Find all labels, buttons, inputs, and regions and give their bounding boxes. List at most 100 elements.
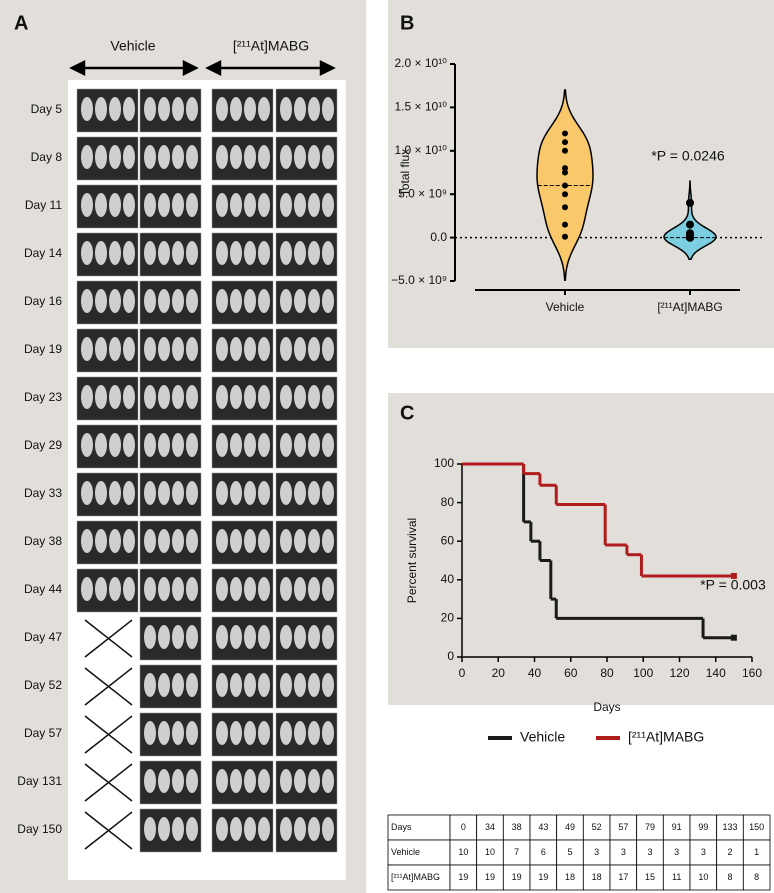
table-text: 79 xyxy=(645,822,655,832)
point xyxy=(562,233,568,240)
mouse xyxy=(81,97,93,121)
mouse xyxy=(322,145,334,169)
mouse xyxy=(95,97,107,121)
mouse xyxy=(144,481,156,505)
table-text: [²¹¹At]MABG xyxy=(391,872,440,882)
mouse xyxy=(186,241,198,265)
mouse xyxy=(230,289,242,313)
table-text: 3 xyxy=(701,847,706,857)
mouse xyxy=(230,769,242,793)
mouse xyxy=(144,289,156,313)
mouse xyxy=(258,673,270,697)
mouse xyxy=(216,385,228,409)
day-label: Day 150 xyxy=(17,822,62,836)
mouse xyxy=(158,97,170,121)
point xyxy=(686,198,694,207)
day-label: Day 14 xyxy=(24,246,62,260)
mouse xyxy=(280,289,292,313)
mouse xyxy=(172,817,184,841)
table-cell xyxy=(716,839,744,866)
mouse xyxy=(294,625,306,649)
x-tick-label: [²¹¹At]MABG xyxy=(657,300,722,314)
mouse xyxy=(230,577,242,601)
mouse xyxy=(172,673,184,697)
mouse xyxy=(123,433,135,457)
mouse xyxy=(230,721,242,745)
x-tick-label: 120 xyxy=(669,666,689,680)
mouse xyxy=(308,289,320,313)
mouse xyxy=(95,337,107,361)
mouse xyxy=(81,433,93,457)
mouse xyxy=(158,193,170,217)
cross xyxy=(84,763,133,802)
point xyxy=(562,204,568,211)
mouse xyxy=(144,769,156,793)
mouse xyxy=(308,673,320,697)
mouse xyxy=(216,337,228,361)
x-tick-label: Vehicle xyxy=(546,300,585,314)
mouse xyxy=(81,529,93,553)
table-cell xyxy=(662,864,691,891)
table-text: 49 xyxy=(565,822,575,832)
cross xyxy=(84,811,133,850)
y-tick-label: 2.0 × 10¹⁰ xyxy=(394,56,447,70)
table-text: 19 xyxy=(538,872,548,882)
mouse xyxy=(81,193,93,217)
mouse xyxy=(95,529,107,553)
mouse xyxy=(308,481,320,505)
mouse xyxy=(258,145,270,169)
panel-label: C xyxy=(400,402,414,424)
group-label: [²¹¹At]MABG xyxy=(233,38,309,54)
mouse xyxy=(216,817,228,841)
mouse xyxy=(280,625,292,649)
table-text: Vehicle xyxy=(391,847,420,857)
mouse xyxy=(322,721,334,745)
table-text: 10 xyxy=(485,847,495,857)
mouse xyxy=(308,97,320,121)
mouse xyxy=(244,289,256,313)
day-label: Day 44 xyxy=(24,582,62,596)
group-label: Vehicle xyxy=(110,38,155,54)
mouse xyxy=(158,289,170,313)
mouse xyxy=(81,241,93,265)
y-axis-label: Total flux xyxy=(398,149,412,196)
mouse xyxy=(158,721,170,745)
mouse xyxy=(158,145,170,169)
mouse xyxy=(322,481,334,505)
legend-label: [²¹¹At]MABG xyxy=(628,729,704,745)
y-tick-label: −5.0 × 10⁹ xyxy=(391,273,447,287)
mouse xyxy=(294,529,306,553)
y-tick-label: 0 xyxy=(447,649,454,663)
point xyxy=(686,220,694,229)
mouse xyxy=(294,433,306,457)
mouse xyxy=(186,481,198,505)
table-text: 19 xyxy=(458,872,468,882)
table-cell xyxy=(582,839,611,866)
table-text: 150 xyxy=(749,822,764,832)
mouse xyxy=(144,385,156,409)
mouse xyxy=(95,289,107,313)
mouse xyxy=(280,577,292,601)
table-text: 38 xyxy=(512,822,522,832)
mouse xyxy=(280,817,292,841)
x-tick-label: 80 xyxy=(600,666,614,680)
mouse xyxy=(244,529,256,553)
table-text: 18 xyxy=(565,872,575,882)
mouse xyxy=(123,529,135,553)
mouse xyxy=(172,577,184,601)
mouse xyxy=(294,337,306,361)
mouse xyxy=(144,433,156,457)
mouse xyxy=(123,337,135,361)
mouse xyxy=(308,529,320,553)
mouse xyxy=(186,337,198,361)
mouse xyxy=(322,385,334,409)
mouse xyxy=(294,241,306,265)
mouse xyxy=(123,241,135,265)
violin xyxy=(663,180,717,261)
mouse xyxy=(144,673,156,697)
mouse xyxy=(172,721,184,745)
day-label: Day 57 xyxy=(24,726,62,740)
cross xyxy=(84,619,133,658)
mouse xyxy=(322,769,334,793)
mouse xyxy=(244,337,256,361)
